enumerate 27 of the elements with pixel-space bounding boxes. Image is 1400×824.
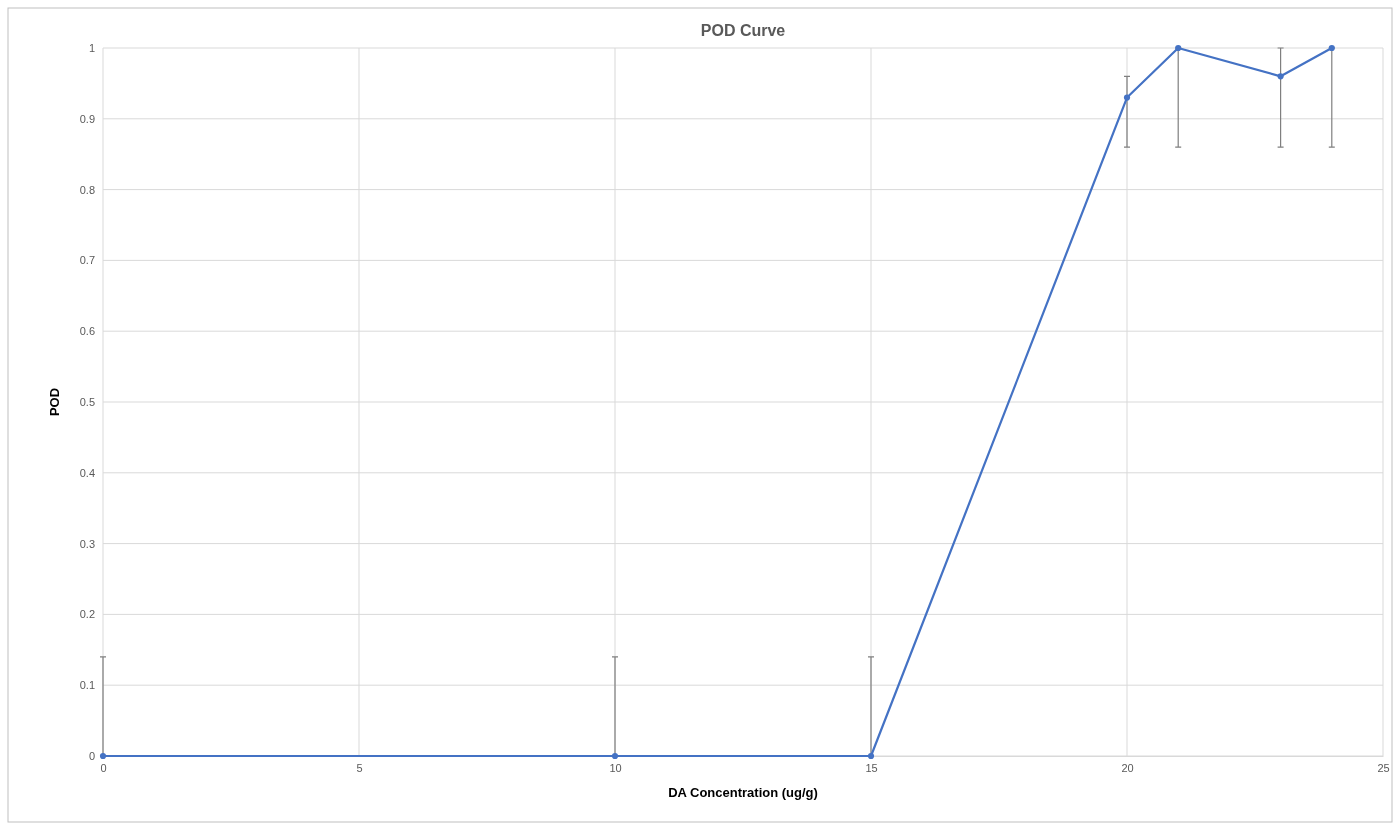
y-tick-label: 0.6: [79, 325, 95, 338]
point: [1328, 44, 1335, 52]
y-tick-label: 1: [88, 42, 95, 55]
point: [611, 752, 619, 760]
y-tick-label: 0.8: [79, 183, 95, 196]
x-axis-title: DA Concentration (ug/g): [668, 785, 818, 800]
x-tick-label: 10: [609, 761, 622, 774]
y-tick-label: 0.1: [79, 679, 95, 692]
point: [1277, 73, 1284, 80]
y-axis-title: POD: [47, 387, 62, 417]
point: [1123, 94, 1131, 101]
chart-title: POD Curve: [700, 22, 786, 39]
point: [867, 752, 875, 760]
y-tick-label: 0.4: [79, 466, 95, 479]
x-tick-label: 15: [865, 761, 878, 774]
x-tick-label: 20: [1121, 761, 1134, 774]
y-tick-label: 0.2: [79, 608, 95, 621]
x-tick-label: 5: [356, 761, 363, 774]
y-tick-label: 0.7: [79, 254, 95, 267]
x-tick-label: 0: [100, 761, 107, 774]
x-tick-label: 25: [1377, 761, 1390, 774]
y-tick-label: 0.5: [79, 396, 95, 409]
y-tick-label: 0.3: [79, 537, 95, 550]
y-tick-label: 0.9: [79, 112, 95, 125]
y-tick-label: 0: [88, 750, 95, 763]
point: [99, 752, 107, 760]
point: [1175, 44, 1182, 52]
